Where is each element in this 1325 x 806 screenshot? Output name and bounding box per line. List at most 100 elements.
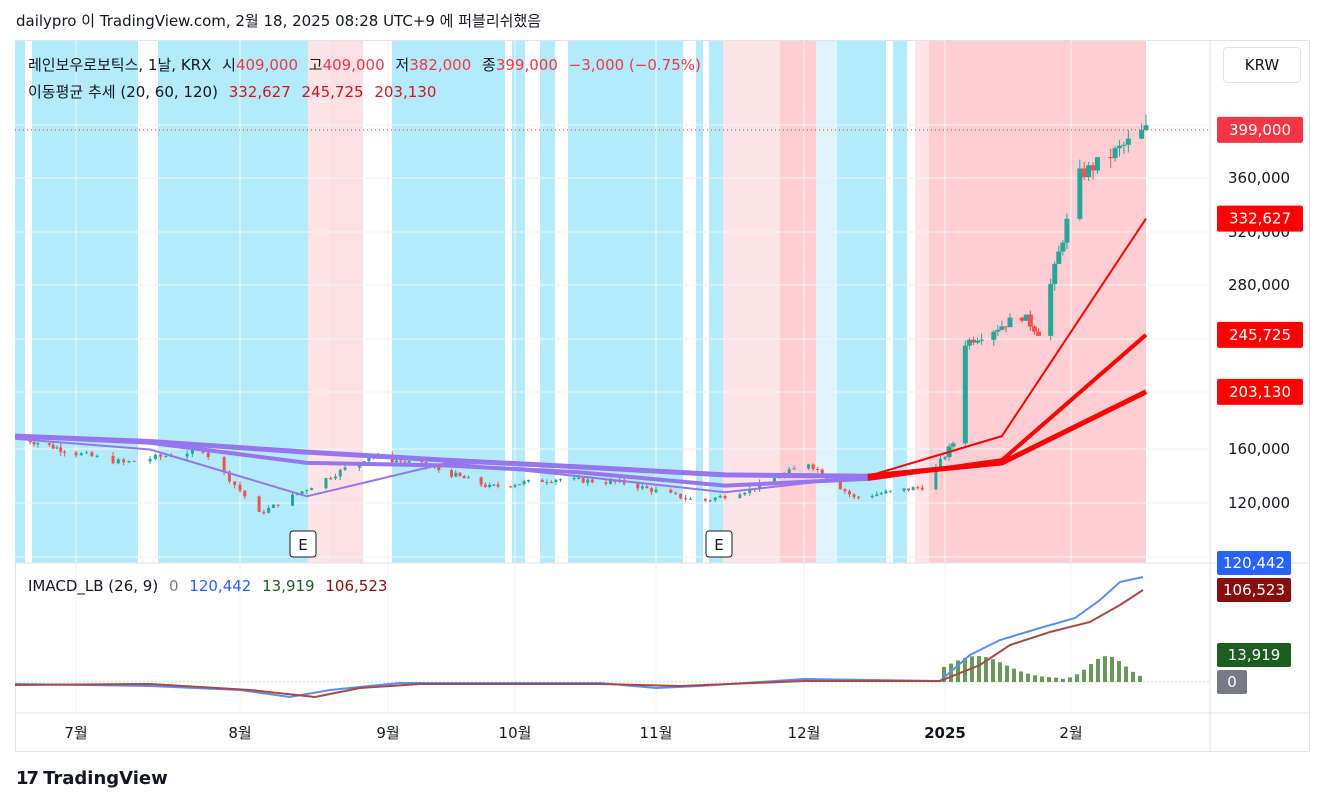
candle-body: [554, 480, 557, 482]
high-value: 409,000: [323, 56, 385, 74]
candle-body: [816, 469, 819, 470]
macd-hist-bar: [1068, 677, 1072, 682]
candle-body: [669, 490, 672, 493]
macd-hist-bar: [1047, 677, 1051, 682]
candle-body: [1126, 139, 1131, 145]
candle-body: [743, 493, 746, 495]
candle-body: [497, 485, 500, 487]
candle-body: [951, 443, 956, 446]
time-tick: 9월: [376, 724, 399, 742]
candle-body: [467, 477, 470, 478]
time-axis: 7월 8월 9월 10월 11월 12월 2025 2월: [64, 724, 1082, 742]
candle-body: [1144, 125, 1149, 130]
bg-band-2: [32, 41, 138, 563]
price-badge-label: 332,627: [1229, 210, 1291, 228]
candle-body: [1113, 148, 1118, 158]
legend-ma: 이동평균 추세 (20, 60, 120) 332,627 245,725 20…: [28, 81, 442, 102]
candle-body: [884, 491, 887, 493]
time-tick: 10월: [499, 724, 532, 742]
candle-body: [85, 452, 88, 453]
bg-band-9: [568, 41, 683, 563]
price-badge-label: 245,725: [1229, 326, 1291, 344]
candle-body: [1036, 332, 1041, 336]
candle-body: [1108, 157, 1113, 158]
candle-body: [310, 488, 313, 490]
candle-body: [719, 496, 722, 498]
macd-line-value: 120,442: [189, 577, 251, 595]
trend-background-bands: [15, 41, 1146, 563]
candle-body: [399, 461, 402, 462]
macd-pane: [15, 577, 1210, 697]
earnings-marker-label: E: [714, 536, 723, 554]
candle-body: [921, 488, 924, 490]
candle-body: [1052, 264, 1057, 284]
candle-body: [454, 473, 457, 477]
candle-body: [545, 482, 548, 483]
time-tick: 2025: [924, 724, 966, 742]
candle-body: [344, 467, 347, 469]
bg-band-14: [816, 41, 837, 563]
candle-body: [559, 479, 562, 480]
candle-body: [267, 508, 270, 513]
candle-body: [48, 443, 51, 445]
candle-body: [408, 461, 411, 463]
candle-body: [991, 332, 996, 340]
macd-hist-bar: [1075, 674, 1079, 682]
macd-badge-label: 0: [1227, 673, 1237, 691]
candle-body: [843, 489, 846, 491]
bg-band-8: [540, 41, 555, 563]
candle-body: [258, 496, 261, 512]
candle-body: [979, 340, 984, 341]
time-tick: 2월: [1059, 724, 1082, 742]
price-tick: 280,000: [1228, 276, 1290, 294]
candle-body: [714, 498, 717, 500]
candle-body: [272, 505, 275, 508]
price-axis: 360,000320,000280,000160,000120,00080,00…: [1217, 117, 1303, 694]
candle-body: [812, 464, 815, 469]
macd-badge-label: 106,523: [1223, 581, 1285, 599]
macd-hist-bar: [1096, 659, 1100, 682]
macd-hist-bar: [1019, 671, 1023, 682]
bg-band-0: [15, 41, 18, 563]
candle-body: [1056, 252, 1061, 264]
candle-body: [550, 482, 553, 483]
macd-indicator-name: IMACD_LB (26, 9): [28, 577, 158, 595]
candle-body: [604, 482, 607, 483]
macd-hist-bar: [1089, 664, 1093, 682]
candle-body: [788, 469, 791, 473]
candle-body: [159, 455, 162, 457]
macd-hist-bar: [1040, 676, 1044, 682]
candle-body: [55, 448, 58, 449]
candle-body: [889, 491, 892, 492]
macd-hist-bar: [1138, 676, 1142, 682]
close-value: 399,000: [496, 56, 558, 74]
earnings-marker-label: E: [298, 536, 307, 554]
candle-body: [122, 459, 125, 462]
candle-body: [339, 470, 342, 477]
tradingview-logo[interactable]: 17 TradingView: [16, 768, 168, 789]
bg-band-18: [929, 41, 1146, 563]
ma60-value: 245,725: [302, 83, 364, 101]
symbol-label: 레인보우로보틱스, 1날, KRX: [28, 56, 211, 74]
candle-body: [1032, 327, 1037, 332]
candle-body: [80, 453, 83, 455]
macd-hist-bar: [1061, 679, 1065, 682]
candle-body: [223, 457, 226, 471]
candle-body: [96, 456, 99, 457]
candle-body: [1028, 315, 1033, 327]
high-label: 고: [309, 56, 323, 74]
macd-badge-label: 120,442: [1223, 554, 1285, 572]
candle-body: [334, 477, 337, 479]
candle-body: [395, 461, 398, 463]
candle-body: [112, 456, 115, 463]
candle-body: [527, 480, 530, 481]
tv-logo-icon: 17: [16, 768, 37, 789]
bg-band-17: [915, 41, 929, 563]
open-value: 409,000: [236, 56, 298, 74]
candle-body: [154, 455, 157, 459]
bg-band-16: [893, 41, 907, 563]
currency-button[interactable]: KRW: [1223, 47, 1301, 83]
candle-body: [807, 464, 810, 468]
candle-body: [1117, 146, 1122, 148]
